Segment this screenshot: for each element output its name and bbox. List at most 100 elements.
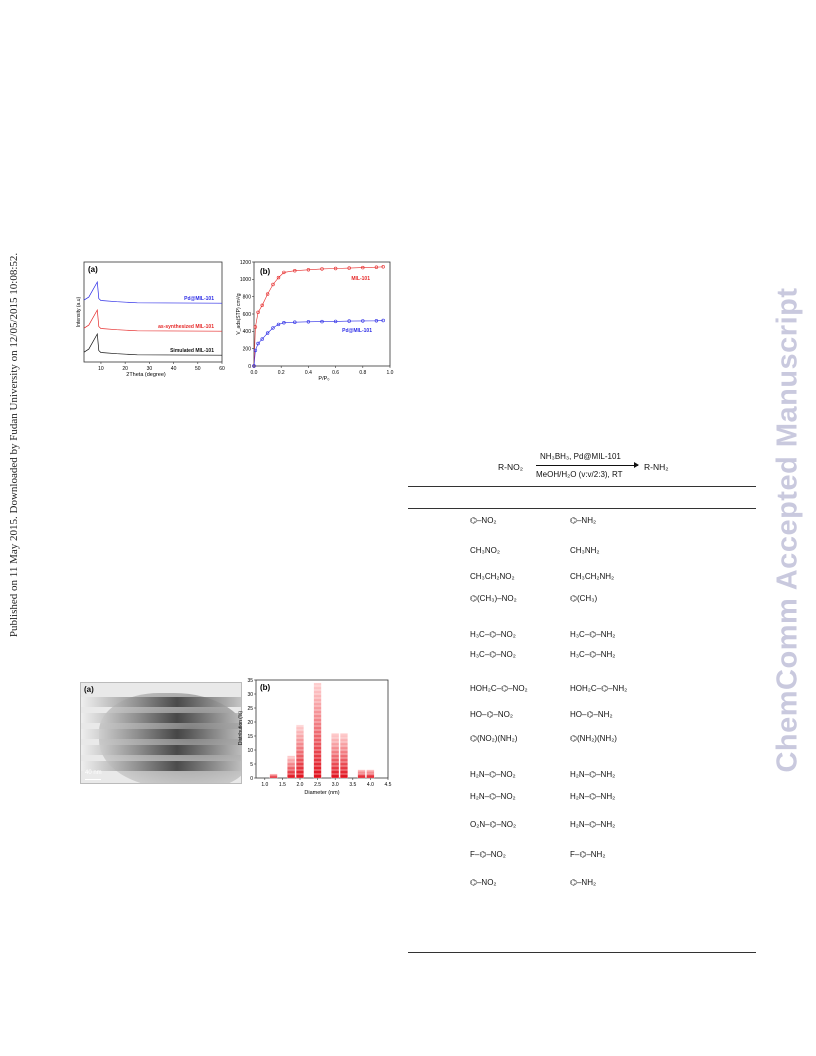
xrd-trace-label: as-synthesized MIL-101 — [158, 324, 214, 330]
hist-ytick-label: 10 — [247, 748, 253, 754]
xrd-xtick-label: 20 — [122, 366, 128, 372]
xrd-ylabel: Intensity (a.u) — [76, 297, 82, 328]
substrate-structure: HO–⌬–NO₂ — [470, 710, 513, 719]
iso-xtick-label: 0.6 — [332, 370, 339, 376]
substrate-structure: HOH₂C–⌬–NO₂ — [470, 684, 528, 693]
iso-ytick-label: 1200 — [240, 260, 251, 266]
iso-ytick-label: 1000 — [240, 277, 251, 283]
iso-point — [260, 337, 264, 341]
product-structure: HOH₂C–⌬–NH₂ — [570, 684, 628, 693]
iso-point — [333, 319, 338, 324]
publication-notice: Published on 11 May 2015. Downloaded by … — [4, 250, 24, 640]
hist-xtick-label: 2.0 — [297, 782, 304, 788]
hist-ytick-label: 0 — [250, 776, 253, 782]
product-structure: H₂N–⌬–NH₂ — [570, 820, 616, 829]
histogram-bar — [313, 682, 322, 779]
iso-point — [252, 364, 256, 368]
iso-point — [282, 320, 286, 325]
iso-point — [276, 275, 281, 280]
histogram-bar — [287, 755, 296, 779]
isotherm-panel-label: (b) — [260, 267, 271, 276]
scheme-reagents: NH₃BH₃, Pd@MIL-101 — [540, 452, 621, 461]
hist-xtick-label: 2.5 — [314, 782, 321, 788]
iso-point — [256, 310, 260, 314]
histogram-bar — [295, 724, 304, 779]
iso-point — [320, 319, 324, 324]
iso-xtick-label: 0.8 — [359, 370, 366, 376]
hist-xtick-label: 3.5 — [349, 782, 356, 788]
iso-ytick-label: 400 — [243, 329, 252, 335]
scheme-product: R-NH₂ — [644, 462, 669, 472]
product-structure: HO–⌬–NH₂ — [570, 710, 613, 719]
histogram-plot-frame — [255, 679, 389, 779]
hist-xtick-label: 1.0 — [261, 782, 268, 788]
xrd-trace-line — [83, 308, 223, 332]
isotherm-chart: (b) V_ads(STP) cm³/g P/P₀ 0.0 0.2 0.4 0.6 0.… — [236, 260, 394, 382]
xrd-trace-label: Pd@MIL-101 — [184, 296, 214, 302]
iso-ytick-label: 600 — [243, 312, 252, 318]
reaction-scheme: R-NO₂ NH₃BH₃, Pd@MIL-101 MeOH/H₂O (v:v/2… — [470, 450, 710, 484]
scheme-reactant: R-NO₂ — [498, 462, 524, 472]
iso-point — [265, 292, 270, 296]
iso-point — [271, 282, 275, 287]
iso-point — [293, 320, 297, 324]
size-histogram: (b) Distribution (%) Diameter (nm) 1.0 1.… — [238, 678, 392, 796]
product-structure: ⌬–NH₂ — [570, 516, 597, 525]
substrate-structure: H₃C–⌬–NO₂ — [470, 650, 516, 659]
product-structure: ⌬–NH₂ — [570, 878, 597, 887]
iso-point — [253, 325, 258, 329]
xrd-trace-label: Simulated MIL-101 — [170, 348, 214, 354]
iso-series-label: MIL-101 — [351, 276, 370, 282]
hist-ytick-label: 5 — [250, 762, 253, 768]
iso-xtick-label: 0.0 — [251, 370, 258, 376]
isotherm-ylabel: V_ads(STP) cm³/g — [236, 293, 242, 334]
table-top-rule — [408, 486, 756, 487]
histogram-bar — [339, 733, 348, 779]
product-structure: H₂N–⌬–NH₂ — [570, 770, 616, 779]
tem-scale-bar — [85, 778, 101, 780]
iso-xtick-label: 0.4 — [305, 370, 312, 376]
substrate-structure: ⌬–NO₂ — [470, 516, 497, 525]
xrd-trace-line — [83, 332, 223, 356]
xrd-xtick-label: 10 — [98, 366, 104, 372]
substrate-structure: H₂N–⌬–NO₂ — [470, 770, 516, 779]
scheme-conditions: MeOH/H₂O (v:v/2:3), RT — [536, 470, 623, 479]
iso-ytick-label: 0 — [248, 364, 251, 370]
iso-point — [265, 331, 270, 335]
tem-band — [81, 761, 241, 771]
substrate-structure: H₂N–⌬–NO₂ — [470, 792, 516, 801]
iso-point — [347, 319, 351, 323]
hist-ytick-label: 20 — [247, 720, 253, 726]
hist-ytick-label: 30 — [247, 692, 253, 698]
iso-point — [306, 320, 311, 324]
iso-point — [306, 268, 311, 272]
product-structure: ⌬(NH₂)(NH₂) — [570, 734, 617, 743]
xrd-xlabel: 2Theta (degree) — [126, 372, 166, 378]
tem-panel-label: (a) — [84, 685, 94, 694]
tem-scale-label: 40 nm — [85, 770, 102, 776]
iso-point — [271, 326, 275, 330]
iso-point — [276, 322, 281, 327]
substrate-structure: F–⌬–NO₂ — [470, 850, 506, 859]
iso-point — [374, 265, 379, 269]
product-structure: H₃C–⌬–NH₂ — [570, 630, 616, 639]
substrate-structure: CH₃NO₂ — [470, 546, 500, 555]
iso-series-line — [253, 320, 384, 367]
xrd-trace-line — [83, 280, 223, 304]
iso-ytick-label: 200 — [243, 346, 252, 352]
hist-ytick-label: 35 — [247, 678, 253, 684]
iso-series-line — [253, 266, 384, 367]
iso-point — [260, 303, 264, 307]
iso-xtick-label: 1.0 — [387, 370, 394, 376]
accepted-manuscript-watermark: ChemComm Accepted Manuscript — [758, 260, 816, 800]
iso-ytick-label: 800 — [243, 294, 252, 300]
substrate-structure: H₃C–⌬–NO₂ — [470, 630, 516, 639]
isotherm-xlabel: P/P₀ — [318, 376, 329, 382]
substrate-structure: ⌬(CH₃)–NO₂ — [470, 594, 517, 603]
iso-xtick-label: 0.2 — [278, 370, 285, 376]
iso-point — [361, 265, 365, 270]
iso-point — [381, 318, 385, 323]
xrd-chart: (a) Intensity (a.u) 2Theta (degree) 10 20… — [76, 261, 225, 378]
iso-point — [347, 266, 351, 270]
product-structure: CH₃CH₂NH₂ — [570, 572, 615, 581]
